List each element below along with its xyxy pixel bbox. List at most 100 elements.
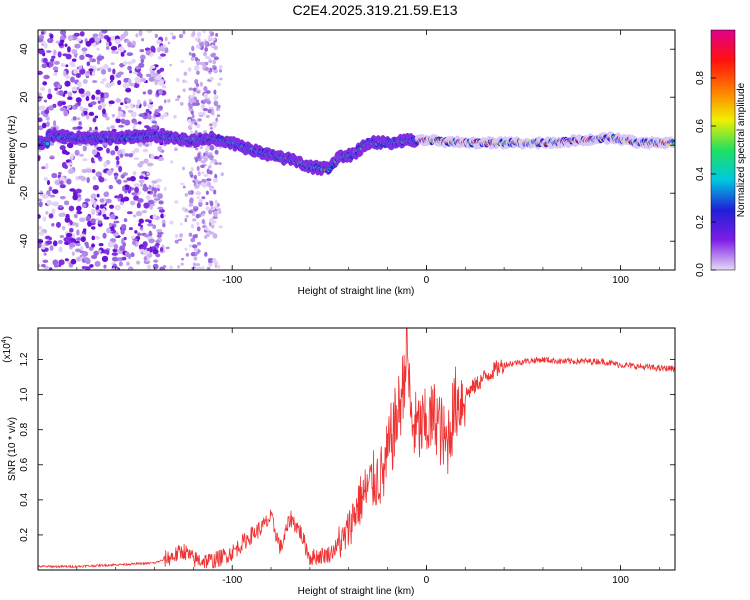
spectrogram-noise-point [218,65,223,70]
spectrogram-noise-point [194,233,198,239]
spectrogram-noise-point [38,156,41,160]
spectrogram-noise-point [139,49,145,53]
spectrogram-noise-point [118,261,123,267]
spectrogram-noise-point [127,65,132,71]
spectrogram-noise-point [196,90,201,94]
spectrogram-noise-point [152,47,156,53]
spectrogram-noise-point [52,127,57,131]
spectrogram-noise-point [96,55,103,62]
spectrogram-noise-point [114,38,121,45]
spectrogram-noise-point [124,105,130,109]
spectrogram-noise-point [199,146,203,150]
y-tick-label: 0 [19,142,30,148]
spectrogram-noise-point [90,198,95,204]
spectrogram-noise-point [110,81,115,86]
spectrogram-noise-point [55,221,61,228]
spectrogram-noise-point [191,114,195,119]
x-tick-label: -100 [222,275,242,286]
snr-y-scale-close: ) [2,336,13,339]
snr-y-scale-exponent: 4 [1,339,8,343]
spectrogram-noise-point [213,89,217,95]
spectrogram-noise-point [192,91,196,96]
spectrogram-noise-point [105,116,110,121]
spectrogram-noise-point [160,53,166,57]
spectrogram-noise-point [38,112,41,117]
spectrogram-noise-point [139,73,143,79]
spectrogram-noise-point [109,74,115,81]
spectrogram-noise-point [58,246,63,253]
spectrogram-noise-point [153,259,159,263]
spectrogram-noise-point [139,175,145,180]
spectrogram-noise-point [169,160,174,164]
spectrogram-noise-point [127,188,132,194]
spectrogram-noise-point [51,172,58,178]
spectrogram-noise-point [79,106,84,111]
spectrogram-noise-point [135,104,140,109]
spectrogram-noise-point [114,174,118,181]
spectrogram-noise-point [197,266,202,270]
spectrogram-noise-point [202,63,206,69]
spectrogram-noise-point [126,98,132,104]
spectrogram-noise-point [179,101,184,106]
spectrogram-noise-point [94,37,101,42]
spectrogram-noise-point [76,256,82,262]
spectrogram-noise-point [192,205,197,209]
spectrogram-noise-point [91,80,98,83]
spectrogram-noise-point [130,111,137,118]
spectrogram-noise-point [213,100,219,107]
spectrogram-noise-point [155,253,161,258]
spectrogram-noise-point [141,210,148,214]
spectrogram-noise-point [184,218,188,223]
spectrogram-noise-point [76,229,80,236]
spectrogram-noise-point [164,49,167,54]
y-tick-label: 1.0 [19,387,30,401]
spectrogram-noise-point [137,198,144,203]
spectrogram-noise-point [102,213,107,218]
spectrogram-noise-point [58,42,64,47]
spectrogram-noise-point [200,164,205,168]
spectrogram-noise-point [41,244,46,250]
spectrogram-noise-point [57,239,63,245]
spectrogram-noise-point [146,30,153,34]
spectrogram-noise-point [174,239,179,244]
spectrogram-noise-point [82,79,88,84]
spectrogram-noise-point [115,51,119,55]
spectrogram-noise-point [198,199,203,203]
spectrogram-noise-point [139,160,145,165]
spectrogram-noise-point [109,204,115,209]
spectrogram-noise-point [108,222,113,227]
spectrogram-noise-point [67,168,75,174]
spectrogram-noise-point [113,243,119,250]
spectrogram-noise-point [134,186,139,193]
spectrogram-noise-point [180,59,185,64]
spectrogram-noise-point [82,145,87,152]
spectrogram-noise-point [192,262,197,267]
spectrogram-noise-point [88,246,94,251]
spectrogram-noise-point [197,38,201,44]
spectrogram-noise-point [71,86,78,92]
spectrogram-ridge-layer [38,128,675,177]
spectrogram-noise-point [120,102,124,106]
spectrogram-noise-point [130,252,135,258]
spectrogram-noise-point [111,252,119,256]
spectrogram-noise-point [96,59,101,65]
spectrogram-noise-point [77,81,82,88]
spectrogram-noise-point [202,111,206,117]
spectrogram-noise-point [90,193,97,200]
spectrogram-noise-point [53,72,58,76]
spectrogram-noise-point [136,202,141,209]
spectrogram-noise-point [218,162,222,165]
spectrogram-noise-point [134,121,139,125]
spectrogram-noise-point [75,97,82,103]
spectrogram-noise-point [206,178,212,182]
spectrogram-noise-point [112,68,116,75]
spectrogram-noise-point [97,100,101,104]
spectrogram-noise-point [73,213,78,219]
spectrogram-noise-point [204,55,210,60]
spectrogram-noise-point [188,107,194,112]
spectrogram-noise-point [132,170,137,176]
spectrogram-noise-point [106,227,111,234]
spectrogram-noise-point [140,246,147,250]
y-tick-label: 40 [19,43,30,55]
y-tick-label: 0.6 [19,457,30,471]
